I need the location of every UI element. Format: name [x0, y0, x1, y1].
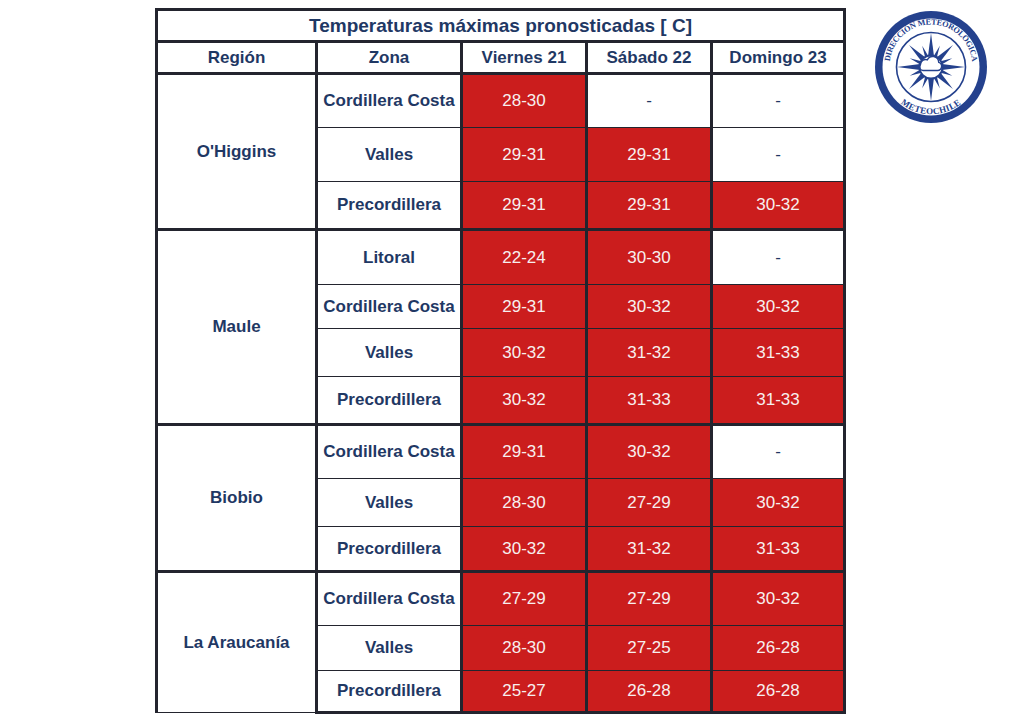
- page: Temperaturas máximas pronosticadas [ C] …: [0, 0, 1024, 720]
- col-header-sunday: Domingo 23: [712, 42, 845, 74]
- header-row: Región Zona Viernes 21 Sábado 22 Domingo…: [157, 42, 845, 74]
- temperature-cell: 29-31: [462, 128, 587, 182]
- table-title: Temperaturas máximas pronosticadas [ C]: [157, 10, 845, 42]
- temperature-cell: 27-29: [587, 572, 712, 626]
- table-row: O'HigginsCordillera Costa28-30--: [157, 74, 845, 128]
- temperature-cell: 30-32: [712, 572, 845, 626]
- temperature-cell: 25-27: [462, 671, 587, 713]
- temperature-cell: 31-32: [587, 329, 712, 377]
- temperature-cell: 31-33: [587, 377, 712, 425]
- temperature-cell: 29-31: [587, 182, 712, 230]
- temperature-cell: 29-31: [462, 285, 587, 329]
- zone-cell: Precordillera: [317, 671, 462, 713]
- table-row: La AraucaníaCordillera Costa27-2927-2930…: [157, 572, 845, 626]
- temperature-cell: 27-29: [462, 572, 587, 626]
- zone-cell: Precordillera: [317, 527, 462, 572]
- zone-cell: Valles: [317, 128, 462, 182]
- temperature-cell: 30-30: [587, 230, 712, 285]
- col-header-friday: Viernes 21: [462, 42, 587, 74]
- zone-cell: Precordillera: [317, 182, 462, 230]
- temperature-cell: 26-28: [712, 626, 845, 671]
- col-header-saturday: Sábado 22: [587, 42, 712, 74]
- temperature-cell: 30-32: [462, 527, 587, 572]
- zone-cell: Litoral: [317, 230, 462, 285]
- region-cell: Maule: [157, 230, 317, 425]
- temperature-cell-empty: -: [587, 74, 712, 128]
- temperature-cell: 30-32: [462, 329, 587, 377]
- forecast-table-container: Temperaturas máximas pronosticadas [ C] …: [155, 8, 846, 714]
- region-cell: O'Higgins: [157, 74, 317, 230]
- table-row: MauleLitoral22-2430-30-: [157, 230, 845, 285]
- zone-cell: Cordillera Costa: [317, 285, 462, 329]
- zone-cell: Valles: [317, 329, 462, 377]
- region-cell: La Araucanía: [157, 572, 317, 713]
- temperature-cell: 28-30: [462, 626, 587, 671]
- temperature-cell: 31-33: [712, 377, 845, 425]
- temperature-cell: 28-30: [462, 479, 587, 527]
- zone-cell: Cordillera Costa: [317, 572, 462, 626]
- temperature-cell: 31-33: [712, 527, 845, 572]
- zone-cell: Valles: [317, 479, 462, 527]
- forecast-table-body: O'HigginsCordillera Costa28-30--Valles29…: [157, 74, 845, 713]
- temperature-cell-empty: -: [712, 74, 845, 128]
- temperature-cell: 30-32: [587, 285, 712, 329]
- region-cell: Biobio: [157, 425, 317, 572]
- temperature-cell: 26-28: [587, 671, 712, 713]
- temperature-cell: 29-31: [462, 425, 587, 479]
- zone-cell: Precordillera: [317, 377, 462, 425]
- zone-cell: Cordillera Costa: [317, 74, 462, 128]
- temperature-cell: 28-30: [462, 74, 587, 128]
- temperature-cell: 29-31: [587, 128, 712, 182]
- title-row: Temperaturas máximas pronosticadas [ C]: [157, 10, 845, 42]
- table-row: BiobioCordillera Costa29-3130-32-: [157, 425, 845, 479]
- temperature-cell: 30-32: [712, 285, 845, 329]
- temperature-cell: 30-32: [462, 377, 587, 425]
- meteochile-logo: DIRECCIÓN METEOROLÓGICA METEOCHILE: [868, 4, 994, 130]
- temperature-cell-empty: -: [712, 128, 845, 182]
- temperature-cell: 27-25: [587, 626, 712, 671]
- temperature-cell: 30-32: [712, 182, 845, 230]
- temperature-cell: 22-24: [462, 230, 587, 285]
- temperature-cell-empty: -: [712, 230, 845, 285]
- col-header-region: Región: [157, 42, 317, 74]
- temperature-cell: 29-31: [462, 182, 587, 230]
- temperature-cell: 30-32: [587, 425, 712, 479]
- temperature-cell-empty: -: [712, 425, 845, 479]
- temperature-cell: 31-33: [712, 329, 845, 377]
- col-header-zone: Zona: [317, 42, 462, 74]
- zone-cell: Cordillera Costa: [317, 425, 462, 479]
- forecast-table: Temperaturas máximas pronosticadas [ C] …: [155, 8, 846, 714]
- zone-cell: Valles: [317, 626, 462, 671]
- temperature-cell: 30-32: [712, 479, 845, 527]
- temperature-cell: 31-32: [587, 527, 712, 572]
- temperature-cell: 27-29: [587, 479, 712, 527]
- temperature-cell: 26-28: [712, 671, 845, 713]
